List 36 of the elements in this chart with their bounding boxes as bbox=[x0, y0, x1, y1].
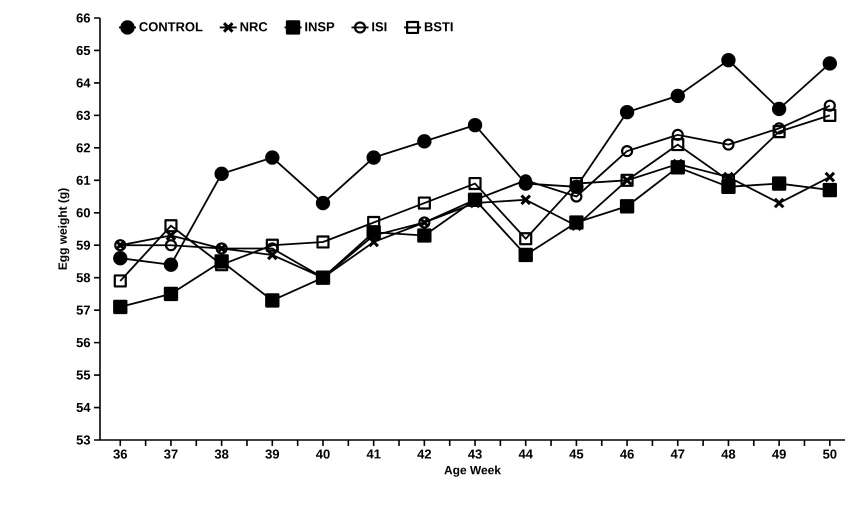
x-tick-label: 40 bbox=[316, 449, 330, 459]
legend-label: BSTI bbox=[424, 22, 453, 32]
y-tick-label: 60 bbox=[76, 208, 90, 218]
y-tick-label: 57 bbox=[76, 306, 90, 315]
y-tick-label: 58 bbox=[76, 273, 90, 282]
x-tick-label: 43 bbox=[468, 449, 482, 459]
y-tick-label: 66 bbox=[76, 13, 90, 23]
x-tick-label: 41 bbox=[366, 450, 381, 458]
x-tick-label: 49 bbox=[772, 449, 786, 459]
y-tick-label: 62 bbox=[76, 143, 90, 152]
x-tick-label: 44 bbox=[518, 450, 533, 458]
y-tick-label: 55 bbox=[76, 370, 90, 380]
x-tick-label: 45 bbox=[569, 450, 584, 459]
legend-label: INSP bbox=[305, 22, 334, 32]
legend-label: CONTROL bbox=[139, 22, 203, 32]
x-tick-label: 42 bbox=[417, 449, 432, 459]
legend-label: NRC bbox=[240, 22, 268, 32]
y-tick-label: 54 bbox=[76, 403, 90, 412]
y-tick-label: 65 bbox=[76, 46, 90, 56]
x-tick-label: 47 bbox=[670, 450, 684, 458]
x-tick-label: 46 bbox=[620, 449, 634, 459]
y-tick-label: 64 bbox=[76, 78, 90, 88]
x-tick-label: 48 bbox=[721, 449, 736, 459]
y-tick-label: 61 bbox=[76, 176, 90, 185]
x-tick-label: 37 bbox=[164, 449, 178, 459]
y-axis-title: Egg weight (g) bbox=[58, 188, 70, 270]
legend-label: ISI bbox=[372, 22, 386, 32]
x-tick-label: 50 bbox=[823, 449, 836, 459]
x-tick-label: 39 bbox=[265, 449, 280, 459]
y-tick-label: 63 bbox=[76, 110, 90, 120]
x-axis-title: Age Week bbox=[444, 466, 501, 477]
x-tick-label: 38 bbox=[214, 449, 228, 459]
y-tick-label: 59 bbox=[76, 240, 90, 250]
y-tick-label: 53 bbox=[76, 435, 90, 445]
y-tick-label: 56 bbox=[76, 338, 90, 348]
x-tick-label: 36 bbox=[113, 449, 128, 459]
